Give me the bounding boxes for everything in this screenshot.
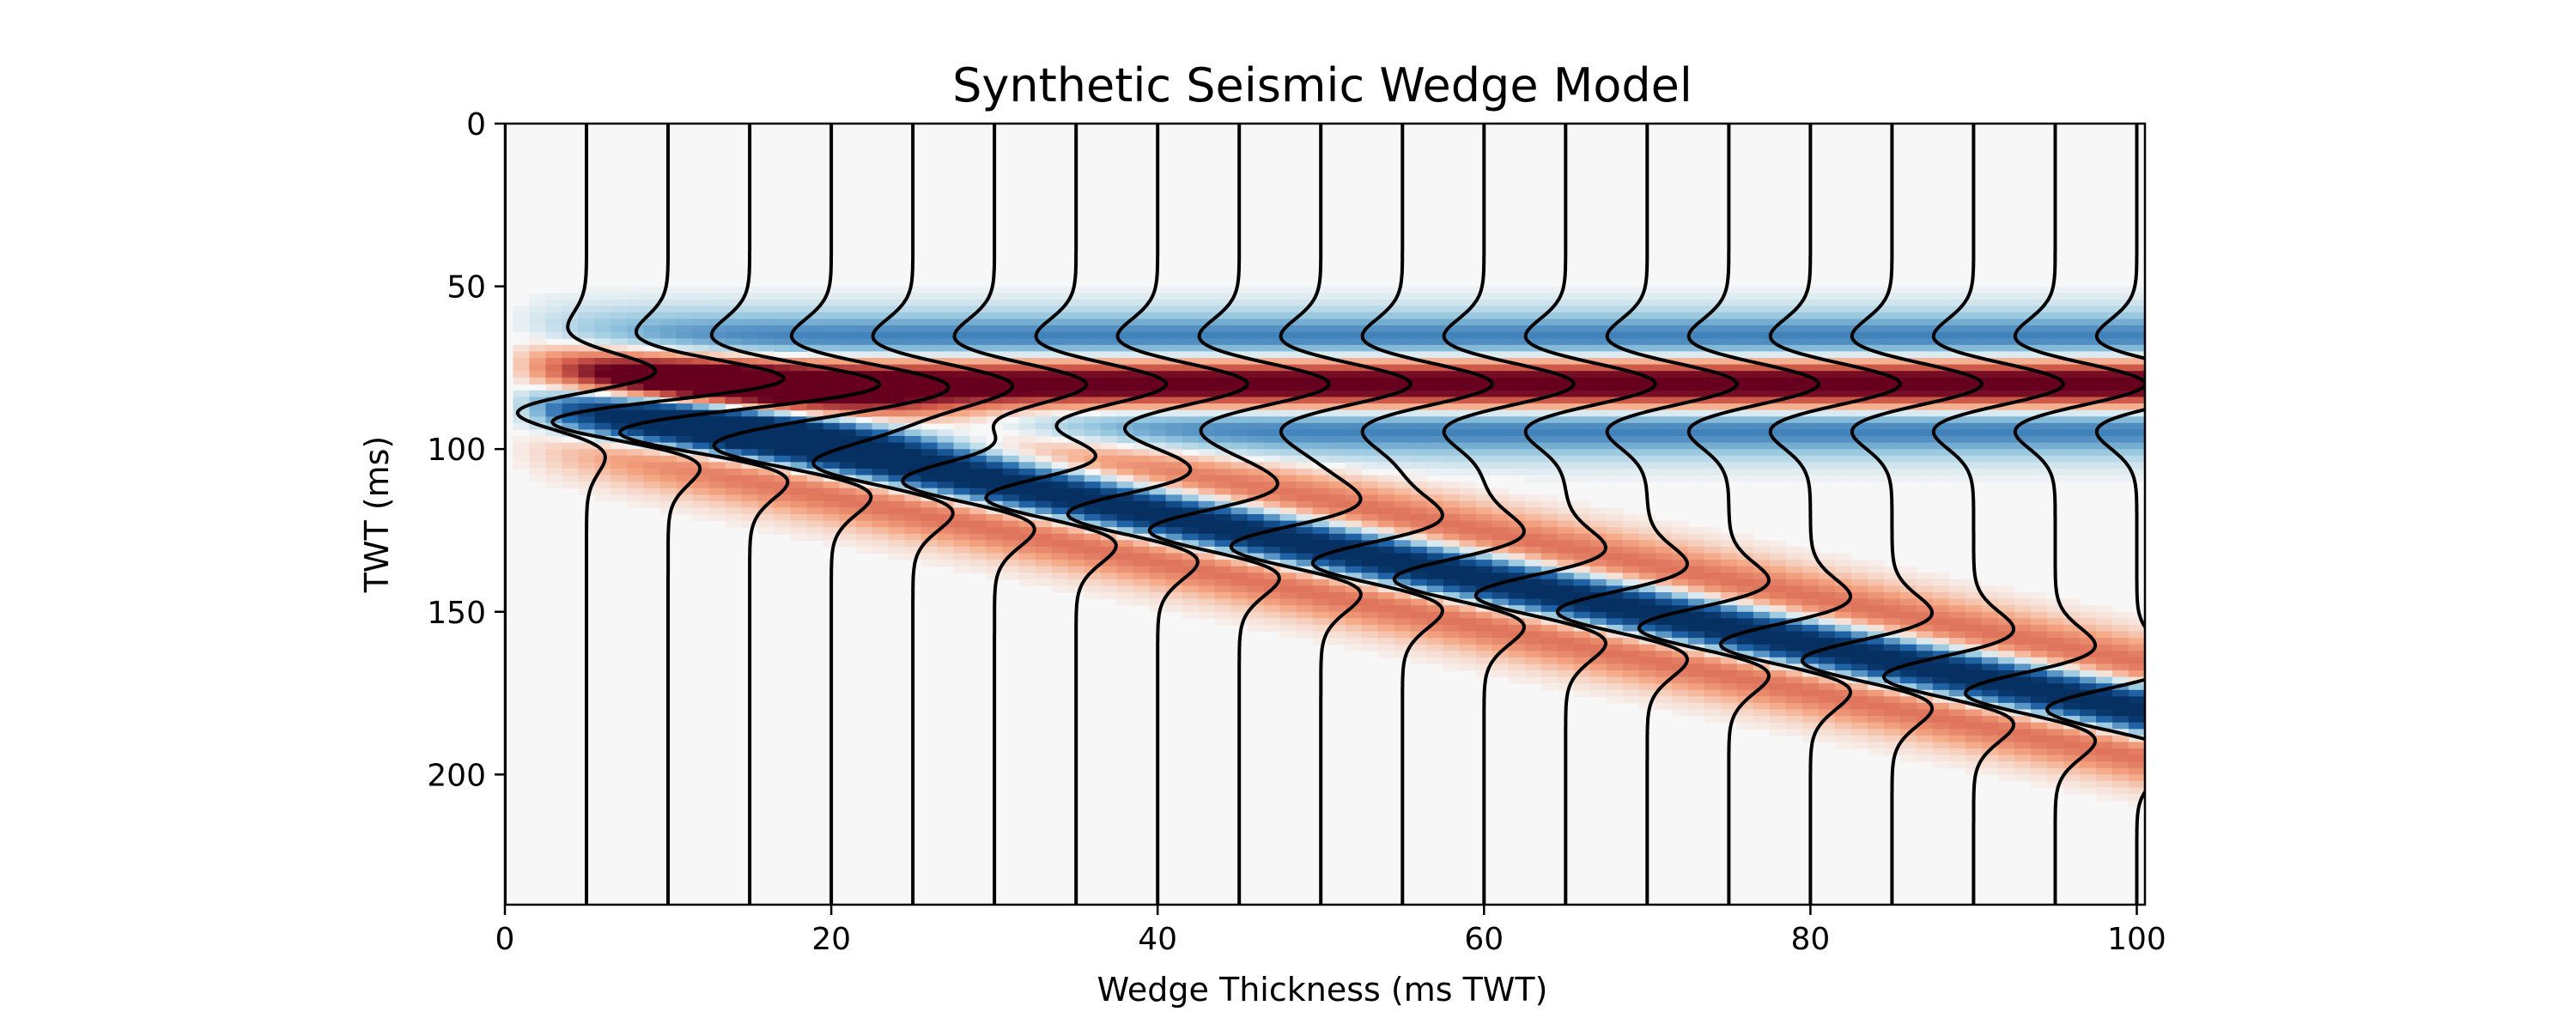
trace-70 [1555,124,1739,905]
y-tick-label: 100 [427,433,486,468]
trace-85 [1800,124,1984,905]
trace-65 [1473,124,1657,905]
trace-45 [1147,124,1331,905]
y-tick-label: 150 [427,596,486,631]
trace-75 [1637,124,1820,905]
x-tick-label: 100 [2107,922,2166,957]
x-axis: 0 20 40 60 80 100 [495,905,2166,957]
trace-60 [1392,124,1576,905]
trace-90 [1881,124,2066,905]
amplitude-image [513,286,2145,808]
trace-5 [515,124,658,905]
x-tick-label: 0 [495,922,515,957]
y-axis: 0 50 100 150 200 [427,107,505,793]
trace-95 [1963,124,2145,905]
trace-100 [2044,124,2145,905]
plot-area [505,124,2145,905]
trace-30 [901,124,1089,905]
x-tick-label: 80 [1790,922,1830,957]
trace-50 [1229,124,1413,905]
y-tick-label: 50 [447,270,486,306]
trace-10 [550,124,786,905]
chart-title: Synthetic Seismic Wedge Model [952,58,1692,112]
y-tick-label: 200 [427,758,486,793]
x-tick-label: 20 [811,922,851,957]
x-axis-label: Wedge Thickness (ms TWT) [1097,971,1548,1009]
wiggle-traces [505,124,2145,905]
trace-80 [1718,124,1902,905]
y-axis-label: TWT (ms) [358,436,396,594]
trace-20 [712,124,951,905]
y-tick-label: 0 [466,107,486,142]
trace-40 [1066,124,1249,905]
plot-frame [503,122,2147,906]
x-tick-label: 40 [1138,922,1177,957]
trace-55 [1310,124,1494,905]
trace-15 [617,124,882,905]
x-tick-label: 60 [1464,922,1504,957]
trace-35 [984,124,1169,905]
trace-25 [811,124,1015,905]
